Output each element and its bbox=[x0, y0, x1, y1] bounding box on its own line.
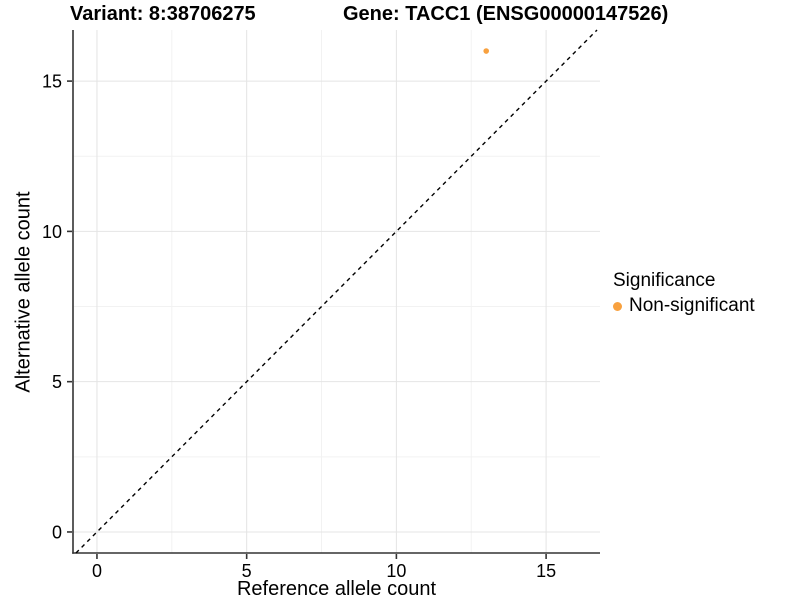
axis-tick-labels: 0 5 10 15 0 5 10 15 bbox=[42, 72, 556, 581]
y-tick-label: 0 bbox=[52, 522, 62, 542]
identity-line bbox=[75, 29, 598, 554]
axis-lines bbox=[72, 30, 600, 554]
x-axis-title: Reference allele count bbox=[236, 578, 436, 600]
legend-entry-label: Non-significant bbox=[629, 295, 755, 316]
x-tick-label: 10 bbox=[386, 561, 406, 581]
major-gridlines bbox=[73, 30, 600, 553]
scatter-point bbox=[483, 48, 490, 54]
x-tick-label: 0 bbox=[92, 561, 102, 581]
legend: Significance Non-significant bbox=[613, 269, 755, 317]
legend-entry: Non-significant bbox=[613, 295, 755, 317]
minor-gridlines bbox=[73, 30, 600, 553]
axis-ticks bbox=[67, 80, 547, 559]
x-tick-label: 15 bbox=[536, 561, 556, 581]
legend-key-dot-icon bbox=[613, 301, 622, 311]
y-tick-label: 10 bbox=[42, 222, 62, 242]
x-tick-label: 5 bbox=[242, 561, 252, 581]
legend-title: Significance bbox=[613, 270, 716, 291]
y-tick-label: 5 bbox=[52, 372, 62, 392]
gene-title: Gene: TACC1 (ENSG00000147526) bbox=[343, 3, 669, 25]
variant-title: Variant: 8:38706275 bbox=[70, 3, 256, 25]
data-points bbox=[483, 48, 490, 54]
y-axis-title: Alternative allele count bbox=[12, 191, 35, 393]
identity-reference-line bbox=[75, 29, 598, 554]
y-tick-label: 15 bbox=[42, 72, 62, 92]
